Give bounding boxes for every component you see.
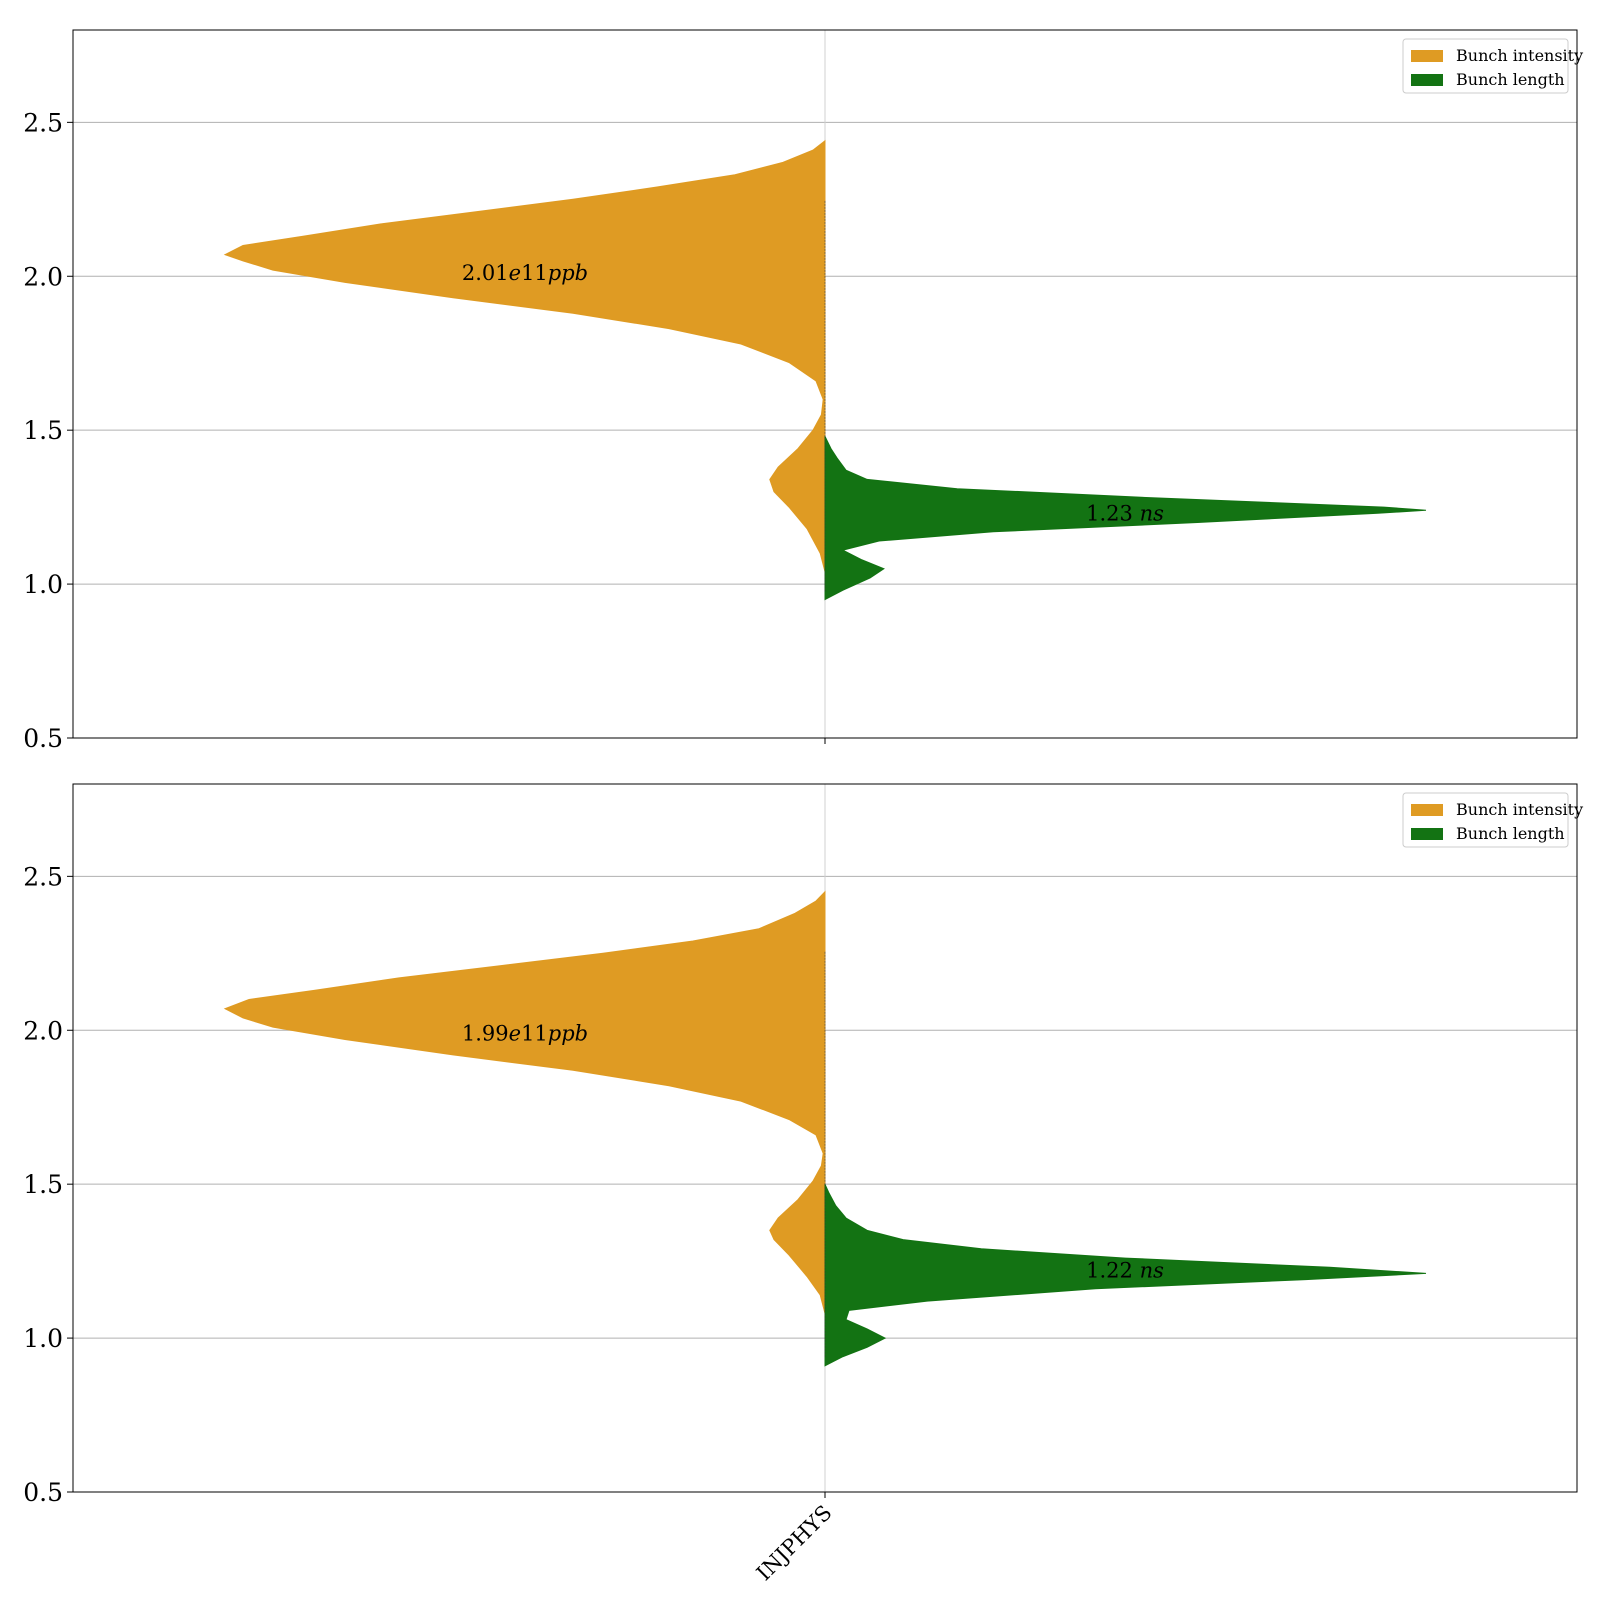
x-tick-label: INJPHYS [752, 1501, 837, 1586]
y-tick-label: 0.5 [23, 724, 63, 753]
chart-panel-1: 0.5 1.0 1.5 2.0 2.5 2.01e11ppb 1.23 ns Bunch in… [23, 29, 1583, 753]
legend-box [1402, 792, 1569, 848]
legend-swatch [1411, 804, 1443, 816]
violin-half-right-bunch-length [824, 436, 1427, 601]
legend-swatch [1411, 74, 1443, 86]
violin-annotation: 1.22 ns [1086, 1258, 1164, 1282]
violin-annotation: 1.99e11ppb [462, 1021, 588, 1045]
violin-annotation: 2.01e11ppb [462, 261, 588, 285]
legend: Bunch intensity Bunch length [1402, 792, 1583, 848]
legend-swatch [1411, 50, 1443, 62]
y-tick-label: 1.0 [23, 1324, 63, 1353]
y-tick-label: 1.5 [23, 416, 63, 445]
legend-label: Bunch length [1456, 824, 1565, 843]
chart-panel-2: 0.5 1.0 1.5 2.0 2.5 1.99e11ppb 1.22 ns Bunch in… [23, 783, 1583, 1586]
y-tick-label: 2.5 [23, 862, 63, 891]
violin-half-left-bunch-intensity [223, 890, 826, 1314]
legend-label: Bunch intensity [1456, 46, 1583, 65]
legend: Bunch intensity Bunch length [1402, 38, 1583, 94]
legend-label: Bunch intensity [1456, 800, 1583, 819]
y-tick-label: 2.5 [23, 108, 63, 137]
violin-half-right-bunch-length [824, 1183, 1427, 1367]
y-tick-label: 2.0 [23, 262, 63, 291]
legend-label: Bunch length [1456, 70, 1565, 89]
violin-half-left-bunch-intensity [223, 139, 826, 572]
y-tick-label: 1.5 [23, 1170, 63, 1199]
legend-box [1402, 38, 1569, 94]
y-tick-label: 0.5 [23, 1478, 63, 1507]
violin-annotation: 1.23 ns [1086, 501, 1164, 525]
y-tick-label: 1.0 [23, 570, 63, 599]
legend-swatch [1411, 828, 1443, 840]
y-tick-label: 2.0 [23, 1016, 63, 1045]
